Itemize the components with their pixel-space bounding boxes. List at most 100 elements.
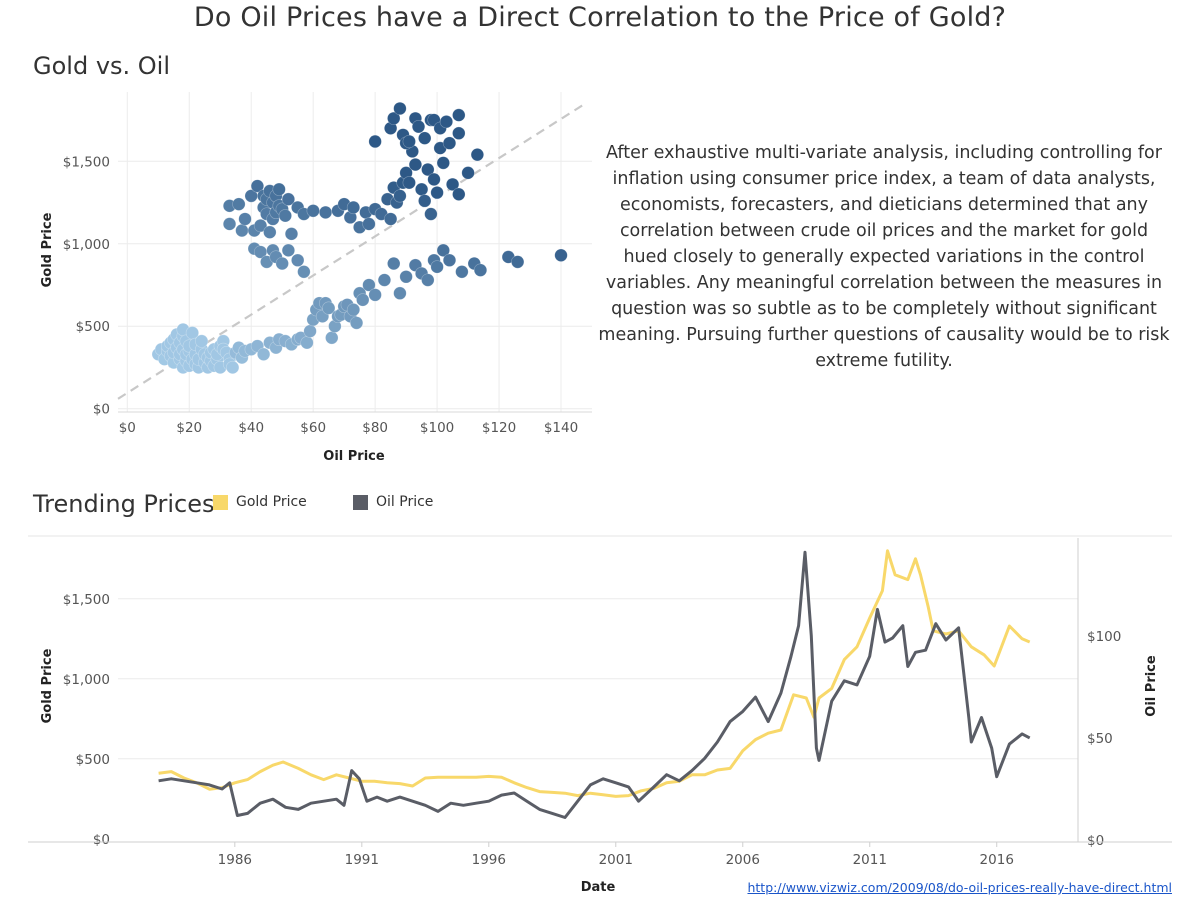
scatter-point	[554, 248, 568, 262]
y-left-axis-label: Gold Price	[40, 648, 55, 723]
scatter-point	[346, 303, 361, 317]
scatter-point	[387, 111, 401, 125]
scatter-point	[452, 108, 466, 122]
scatter-point	[377, 273, 392, 287]
scatter-point	[399, 270, 413, 284]
scatter-point	[421, 273, 435, 287]
page-title: Do Oil Prices have a Direct Correlation …	[193, 2, 1007, 33]
x-tick-label: $0	[119, 420, 136, 436]
gold-price-line	[158, 549, 1031, 798]
x-tick-label: $120	[482, 420, 516, 436]
scatter-point	[427, 172, 441, 187]
scatter-point	[418, 131, 432, 145]
scatter-point	[455, 265, 469, 279]
scatter-point	[411, 120, 426, 134]
y-axis-label: Gold Price	[40, 212, 55, 287]
scatter-point	[436, 156, 450, 170]
oil-price-line	[158, 550, 1031, 819]
scatter-point	[402, 134, 416, 149]
scatter-points	[151, 101, 568, 375]
scatter-point	[368, 134, 382, 149]
scatter-point	[346, 200, 361, 215]
x-tick-label: $80	[362, 420, 388, 436]
scatter-point	[281, 243, 295, 257]
oil-legend-label: Oil Price	[376, 494, 434, 510]
x-tick-label: 1986	[218, 852, 252, 868]
scatter-point	[263, 225, 277, 239]
scatter-point	[452, 187, 466, 201]
scatter-point	[511, 255, 525, 269]
y-left-tick-label: $500	[76, 752, 110, 768]
y-right-tick-label: $50	[1087, 731, 1113, 747]
scatter-point	[473, 263, 488, 277]
x-tick-label: 2006	[726, 852, 760, 868]
scatter-point	[445, 177, 460, 191]
scatter-point	[278, 209, 292, 223]
scatter-point	[439, 115, 453, 129]
scatter-point	[272, 182, 286, 196]
scatter-point	[402, 176, 416, 190]
x-tick-label: $100	[420, 420, 454, 436]
scatter-point	[461, 166, 475, 180]
analysis-description: After exhaustive multi-variate analysis,…	[598, 143, 1170, 371]
scatter-point	[257, 347, 271, 361]
x-tick-label: $140	[544, 420, 578, 436]
scatter-point	[436, 243, 450, 257]
x-tick-label: $40	[238, 420, 264, 436]
scatter-point	[253, 219, 268, 233]
scatter-point	[424, 207, 438, 221]
scatter-point	[470, 148, 484, 162]
scatter-point	[318, 205, 333, 220]
scatter-point	[297, 265, 311, 279]
y-right-tick-label: $100	[1087, 629, 1121, 645]
x-tick-label: 1996	[472, 852, 506, 868]
gold-legend-label: Gold Price	[236, 494, 307, 510]
scatter-point	[384, 212, 398, 226]
scatter-point	[232, 197, 246, 211]
y-right-tick-label: $0	[1087, 833, 1104, 849]
x-tick-label: 2016	[980, 852, 1014, 868]
x-tick-label: 1991	[345, 852, 379, 868]
legend-item-gold[interactable]: Gold Price	[213, 494, 307, 510]
line-chart-title: Trending Prices	[33, 490, 215, 518]
scatter-point	[222, 217, 237, 231]
x-tick-label: $20	[176, 420, 202, 436]
scatter-point	[442, 136, 457, 150]
scatter-point	[362, 217, 376, 231]
x-tick-label: 2001	[599, 852, 633, 868]
legend-item-oil[interactable]: Oil Price	[353, 494, 433, 510]
scatter-point	[368, 288, 382, 302]
y-left-tick-label: $1,000	[63, 672, 110, 688]
scatter-point	[442, 253, 457, 267]
x-tick-label: 2011	[853, 852, 887, 868]
y-tick-label: $500	[76, 319, 110, 335]
scatter-point	[387, 256, 401, 271]
source-link[interactable]: http://www.vizwiz.com/2009/08/do-oil-pri…	[747, 880, 1172, 895]
x-axis-label: Date	[581, 880, 616, 895]
scatter-point	[281, 192, 295, 206]
scatter-chart-title: Gold vs. Oil	[33, 52, 171, 80]
x-axis-label: Oil Price	[323, 449, 385, 464]
scatter-point	[362, 278, 376, 292]
scatter-point	[393, 189, 407, 203]
scatter-point	[291, 253, 305, 267]
scatter-point	[284, 227, 299, 241]
scatter-point	[275, 256, 289, 271]
scatter-point	[226, 360, 240, 375]
y-left-tick-label: $1,500	[63, 592, 110, 608]
scatter-point	[430, 186, 444, 200]
scatter-point	[393, 101, 407, 116]
scatter-point	[393, 286, 407, 300]
scatter-point	[408, 157, 423, 172]
scatter-point	[238, 212, 252, 226]
scatter-point	[430, 260, 444, 274]
scatter-point	[418, 194, 432, 208]
scatter-point	[250, 179, 265, 193]
scatter-point	[195, 334, 209, 348]
scatter-point	[452, 126, 466, 140]
gold-legend-swatch	[213, 494, 228, 510]
scatter-point	[322, 301, 336, 315]
scatter-point	[349, 316, 364, 330]
y-right-axis-label: Oil Price	[1144, 655, 1159, 717]
